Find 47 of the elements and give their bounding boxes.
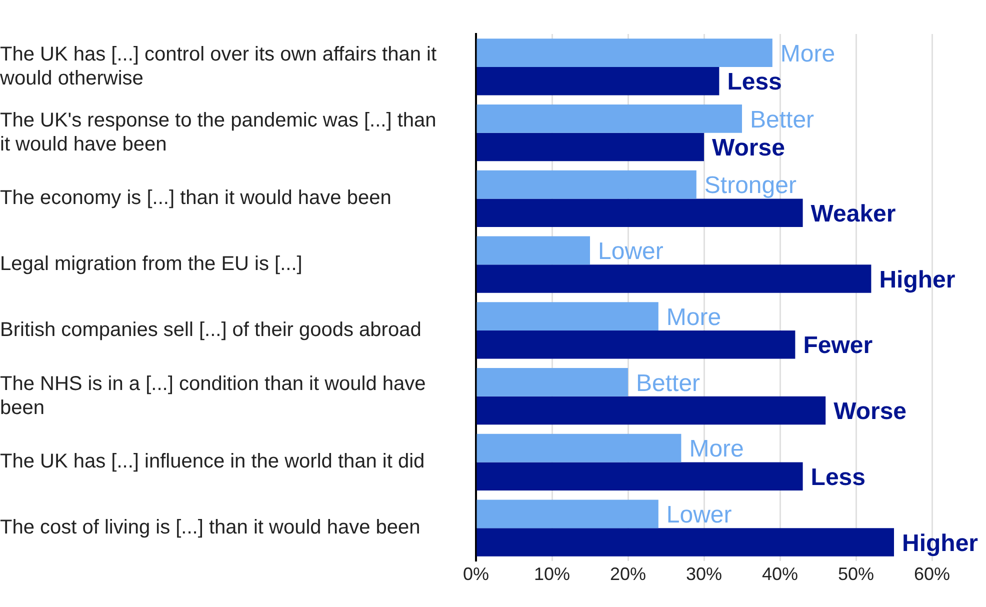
y-tick-label: The economy is [...] than it would have been: [0, 187, 392, 210]
data-label: Lower: [666, 502, 732, 529]
y-tick-label: British companies sell [...] of their goods abroad: [0, 318, 422, 341]
data-label: More: [780, 40, 836, 68]
data-label: Better: [636, 370, 700, 397]
y-tick-label: The cost of living is [...] than it would have been: [0, 516, 420, 539]
x-tick-label: 20%: [610, 564, 646, 584]
data-label: Better: [750, 106, 814, 134]
bar: [476, 434, 682, 462]
x-tick-label: 30%: [686, 564, 722, 584]
data-label: Worse: [712, 134, 785, 162]
data-label: Less: [810, 464, 866, 491]
bar: [476, 462, 803, 491]
data-label: Higher: [879, 266, 956, 294]
x-tick-label: 50%: [838, 564, 874, 584]
y-tick-label: Legal migration from the EU is [...]: [0, 253, 302, 276]
bar: [476, 66, 720, 96]
data-label: More: [666, 304, 722, 331]
x-tick-label: 10%: [534, 564, 570, 584]
bar: [476, 500, 658, 528]
bar: [476, 330, 796, 359]
data-label: Higher: [902, 530, 978, 557]
bar: [476, 38, 772, 67]
data-label: Stronger: [704, 172, 796, 200]
bar: [476, 302, 658, 330]
bar: [476, 528, 894, 556]
bar: [476, 132, 704, 162]
x-tick-label: 40%: [762, 564, 798, 584]
bar: [476, 170, 696, 199]
data-label: Fewer: [803, 332, 873, 360]
bar: [476, 264, 872, 293]
y-tick-label: The UK has [...] influence in the world than it did: [0, 450, 425, 473]
y-tick-label: The NHS is in a [...] condition than it would have been: [0, 372, 426, 419]
data-label: Worse: [834, 398, 907, 426]
y-tick-label: The UK's response to the pandemic was [...] than it would have been: [0, 109, 436, 156]
data-label: Less: [727, 68, 782, 96]
bar: [476, 396, 826, 425]
data-label: More: [689, 436, 744, 463]
y-tick-label: The UK has [...] control over its own affairs than it would otherwise: [0, 43, 437, 90]
bar: [476, 104, 742, 133]
x-tick-label: 60%: [914, 564, 950, 584]
bar: [476, 236, 590, 265]
x-tick-label: 0%: [462, 564, 490, 584]
data-label: Lower: [598, 238, 664, 266]
bar: [476, 198, 803, 228]
data-label: Weaker: [810, 200, 896, 228]
bar: [476, 368, 628, 396]
